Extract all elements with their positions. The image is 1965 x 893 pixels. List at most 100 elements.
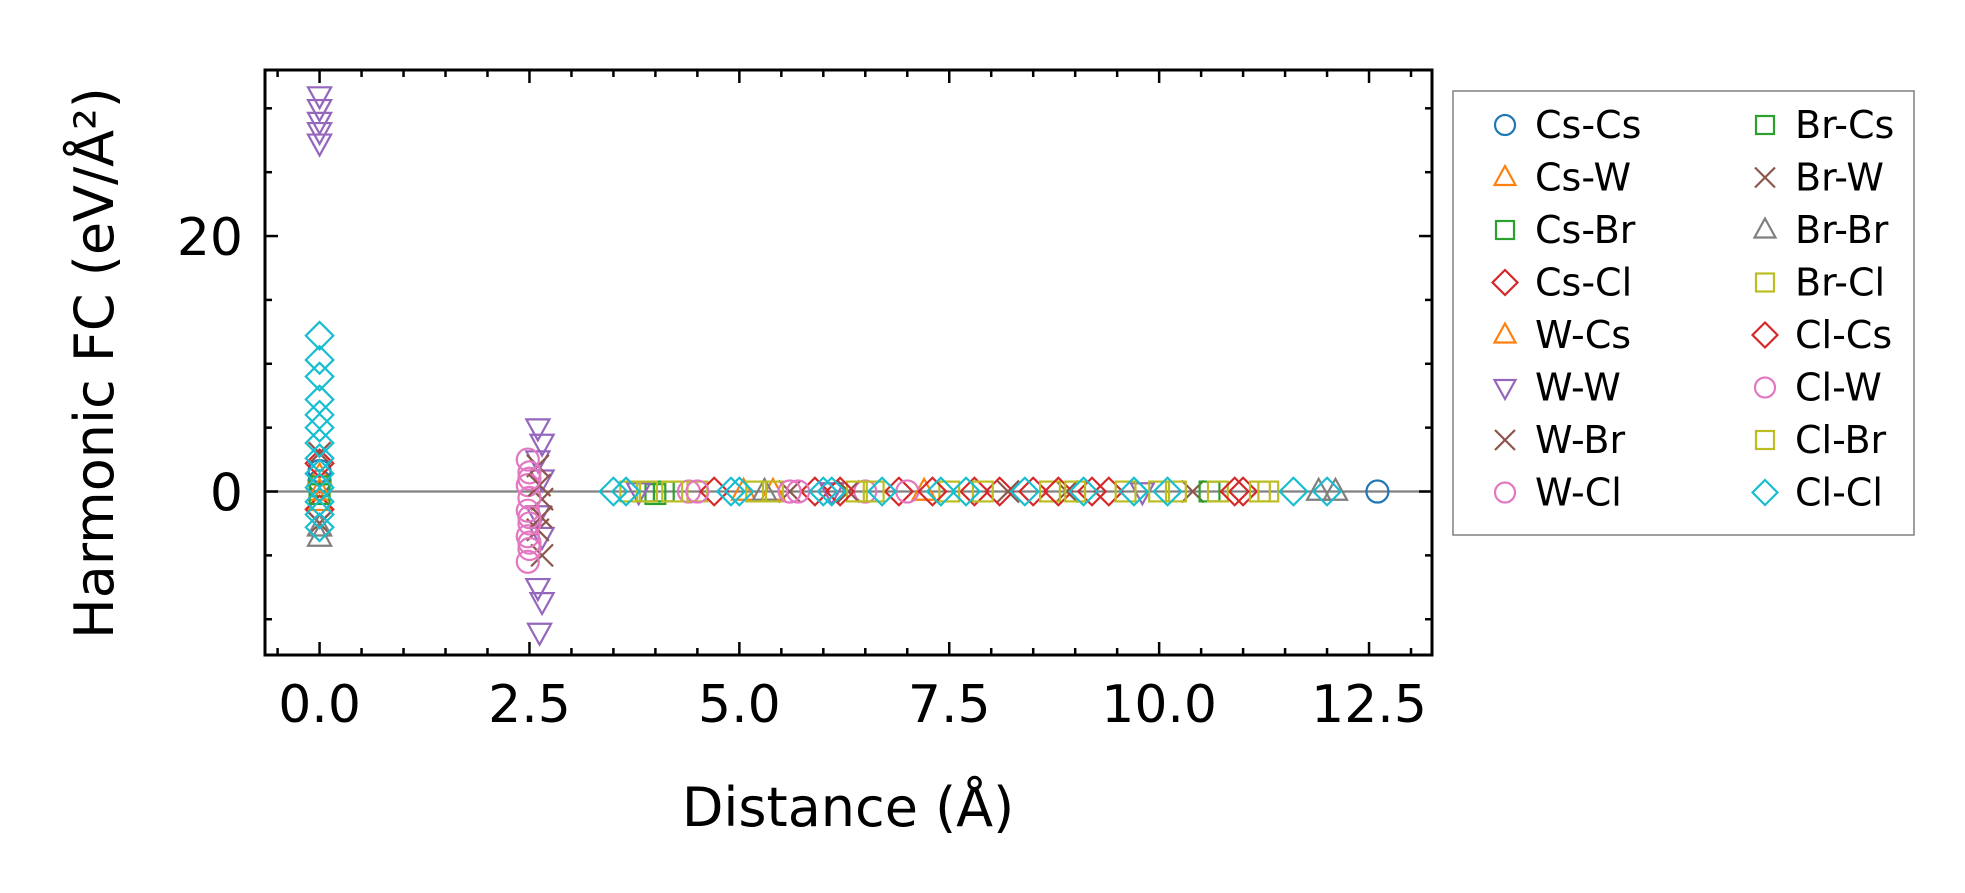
- series-w-w: [306, 86, 1156, 647]
- data-point: [1114, 480, 1137, 503]
- data-point: [715, 476, 747, 507]
- legend-item: Br-Cs: [1754, 103, 1894, 147]
- data-point: [1206, 480, 1229, 503]
- x-tick-label: 0.0: [278, 675, 361, 735]
- axis-ticks: [265, 70, 1432, 655]
- data-point: [524, 577, 552, 603]
- data-point: [1076, 476, 1108, 507]
- data-point: [306, 512, 333, 537]
- data-point: [808, 476, 839, 507]
- data-point: [996, 479, 1020, 504]
- data-point: [1128, 482, 1156, 507]
- legend-label: Cl-Cs: [1795, 313, 1892, 357]
- data-point: [517, 485, 542, 510]
- legend-label: Br-Cs: [1795, 103, 1894, 147]
- data-point: [304, 499, 335, 530]
- x-tick-label: 2.5: [488, 675, 571, 735]
- data-point: [1017, 476, 1049, 507]
- legend-marker: [1754, 429, 1776, 451]
- data-point: [304, 486, 335, 518]
- legend-label: Br-W: [1795, 156, 1884, 200]
- data-point: [515, 447, 540, 472]
- data-point: [304, 344, 335, 376]
- data-point: [1365, 479, 1390, 504]
- legend-marker: [1492, 163, 1518, 187]
- x-tick-label: 5.0: [698, 675, 781, 735]
- y-tick-label: 20: [177, 208, 243, 268]
- legend-label: Cl-Br: [1795, 418, 1887, 462]
- data-point: [530, 543, 554, 568]
- legend-label: Br-Cl: [1795, 261, 1885, 305]
- data-point: [761, 480, 784, 503]
- data-point: [524, 418, 552, 443]
- legend-marker: [1494, 219, 1516, 241]
- legend-item: Br-Br: [1752, 208, 1889, 252]
- legend-item: Br-W: [1754, 156, 1884, 200]
- legend-marker: [1493, 113, 1517, 137]
- data-point: [526, 622, 553, 647]
- legend-marker: [1490, 268, 1520, 297]
- legend-box: [1452, 90, 1915, 536]
- legend-label: Cs-Br: [1535, 208, 1636, 252]
- data-point: [959, 476, 990, 507]
- legend-item: Cl-Br: [1754, 418, 1887, 462]
- data-point: [517, 530, 542, 555]
- y-tick-label: 0: [210, 464, 243, 524]
- data-point: [598, 476, 629, 507]
- legend-item: Cl-Cs: [1750, 313, 1892, 357]
- data-point: [685, 479, 710, 504]
- data-point: [938, 480, 961, 503]
- legend-label: Cs-W: [1535, 156, 1631, 200]
- data-point: [917, 476, 948, 507]
- data-point: [304, 412, 335, 443]
- data-point: [610, 476, 642, 507]
- data-point: [517, 460, 542, 485]
- data-point: [1227, 476, 1259, 507]
- data-point: [625, 482, 653, 507]
- data-point: [1305, 476, 1333, 501]
- legend-marker: [1750, 478, 1780, 507]
- series-cl-cl: [304, 320, 1343, 543]
- data-point: [304, 427, 335, 459]
- legend-label: Cs-Cs: [1535, 103, 1641, 147]
- data-point: [1311, 476, 1343, 507]
- legend-marker: [1754, 114, 1776, 136]
- x-tick-label: 12.5: [1311, 675, 1427, 735]
- legend-marker: [1493, 481, 1517, 504]
- data-point: [517, 511, 542, 536]
- data-point: [1152, 476, 1183, 507]
- data-point: [306, 98, 333, 124]
- data-points: [304, 86, 1390, 647]
- plot-frame: [263, 68, 1434, 657]
- data-point: [950, 476, 982, 507]
- legend-label: W-W: [1535, 366, 1621, 410]
- legend: Cs-Cs Cs-W Cs-Br Cs-Cl W-Cs W-W W-Br W-Cl Br-Cs B…: [1452, 90, 1915, 536]
- legend-item: Cl-W: [1753, 366, 1882, 410]
- data-point: [308, 483, 331, 506]
- data-point: [724, 476, 755, 507]
- data-point: [862, 480, 885, 503]
- legend-label: Cl-W: [1795, 366, 1882, 410]
- y-axis-label: Harmonic FC (eV/Å²): [62, 87, 126, 639]
- legend-marker: [1752, 216, 1778, 239]
- data-point: [777, 479, 802, 504]
- data-point: [1118, 476, 1150, 507]
- x-tick-label: 10.0: [1101, 675, 1217, 735]
- data-point: [515, 549, 540, 574]
- data-point: [1219, 476, 1251, 507]
- legend-marker: [1494, 429, 1516, 451]
- legend-label: Cl-Cl: [1795, 471, 1883, 515]
- data-point: [1068, 476, 1099, 507]
- data-point: [971, 480, 994, 503]
- data-point: [661, 480, 684, 503]
- data-point: [517, 536, 542, 562]
- legend-item: W-Cl: [1493, 471, 1622, 515]
- legend-label: Br-Br: [1795, 208, 1889, 252]
- data-point: [1043, 476, 1074, 507]
- data-point: [307, 441, 332, 465]
- legend-label: W-Cl: [1535, 471, 1622, 515]
- data-point: [517, 466, 542, 491]
- data-point: [304, 361, 335, 392]
- x-tick-labels: 0.0 2.5 5.0 7.5 10.0 12.5: [278, 675, 1427, 735]
